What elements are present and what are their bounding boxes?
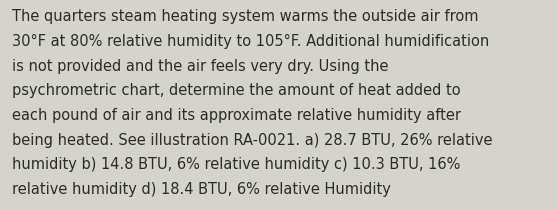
Text: each pound of air and its approximate relative humidity after: each pound of air and its approximate re…	[12, 108, 461, 123]
Text: The quarters steam heating system warms the outside air from: The quarters steam heating system warms …	[12, 9, 479, 24]
Text: humidity b) 14.8 BTU, 6% relative humidity c) 10.3 BTU, 16%: humidity b) 14.8 BTU, 6% relative humidi…	[12, 157, 461, 172]
Text: is not provided and the air feels very dry. Using the: is not provided and the air feels very d…	[12, 59, 389, 74]
Text: psychrometric chart, determine the amount of heat added to: psychrometric chart, determine the amoun…	[12, 83, 461, 98]
Text: 30°F at 80% relative humidity to 105°F. Additional humidification: 30°F at 80% relative humidity to 105°F. …	[12, 34, 489, 49]
Text: relative humidity d) 18.4 BTU, 6% relative Humidity: relative humidity d) 18.4 BTU, 6% relati…	[12, 182, 391, 197]
Text: being heated. See illustration RA-0021. a) 28.7 BTU, 26% relative: being heated. See illustration RA-0021. …	[12, 133, 493, 148]
